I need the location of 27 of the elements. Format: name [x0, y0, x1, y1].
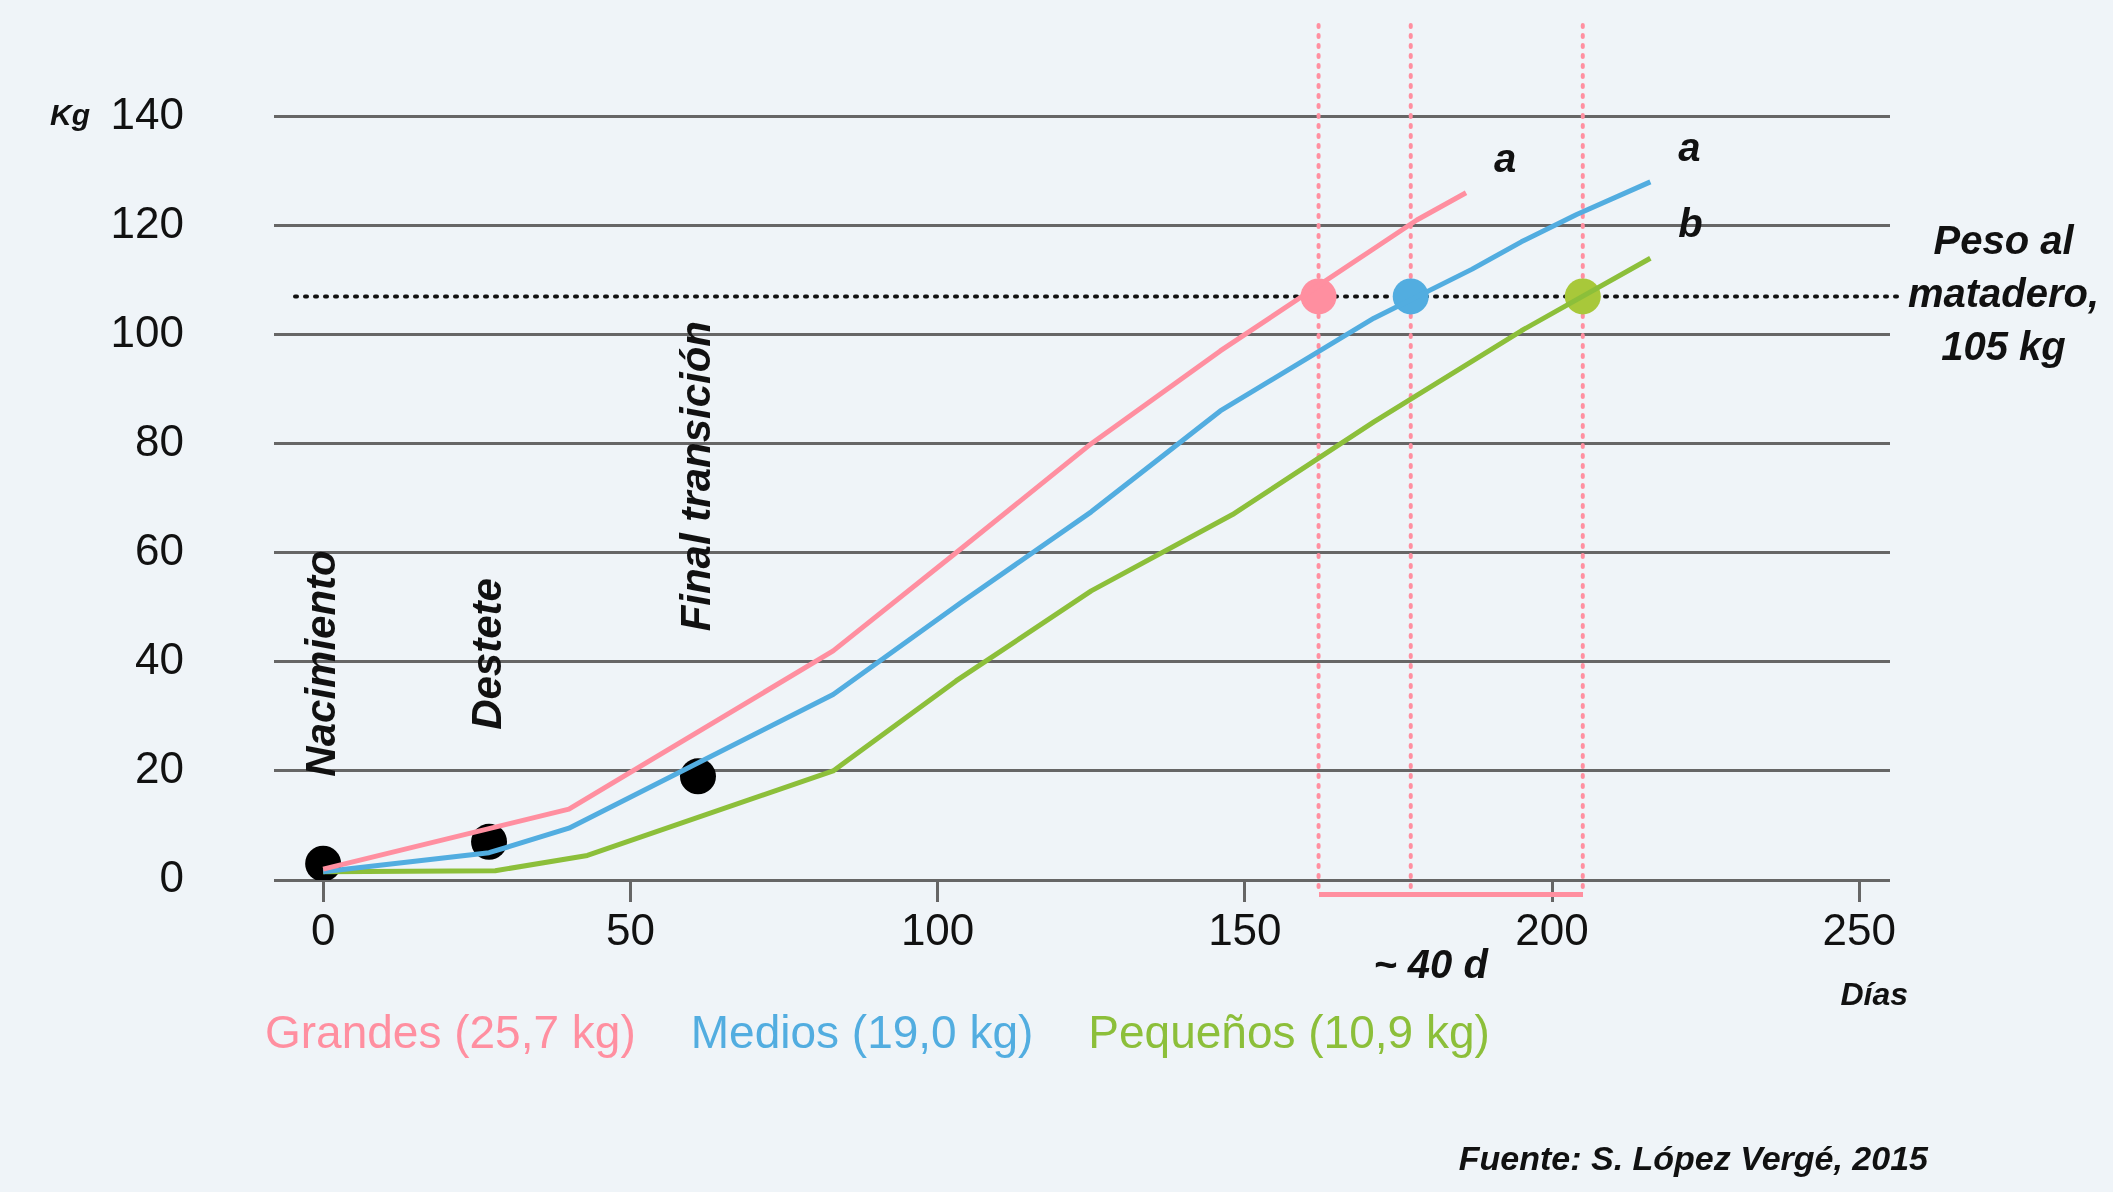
text: Grandes (25,7 kg) [265, 1005, 636, 1058]
y-axis-title: Kg [50, 97, 90, 131]
text: Medios (19,0 kg) [690, 1005, 1034, 1058]
x-tick-label: 200 [1515, 904, 1589, 954]
y-tick-label: 100 [110, 306, 184, 356]
y-tick-label: 0 [159, 852, 184, 902]
x-axis-title: Días [1840, 975, 1909, 1012]
text: ~ 40 d [1373, 942, 1488, 987]
x-tick-label: 250 [1822, 904, 1896, 954]
y-tick-label: 140 [110, 88, 184, 138]
annotation: a [1678, 124, 1701, 169]
y-tick-label: 40 [135, 633, 184, 683]
x-tick-label: 50 [605, 904, 655, 954]
annotation: Nacimiento [296, 550, 344, 777]
annotation: a [1494, 135, 1517, 180]
x-tick-label: 150 [1208, 904, 1282, 954]
y-tick-label: 60 [135, 524, 184, 574]
ref-line-label: Peso al matadero, 105 kg [1907, 218, 2100, 369]
annotation: Final transición [671, 320, 719, 632]
y-tick-label: 80 [135, 415, 184, 465]
source-note: Fuente: S. López Vergé, 2015 [1458, 1139, 1930, 1178]
y-tick-label: 20 [135, 743, 184, 793]
text: Pequeños (10,9 kg) [1088, 1005, 1490, 1058]
y-tick-label: 120 [110, 197, 184, 247]
x-tick-label: 100 [900, 904, 975, 954]
annotation: Destete [462, 578, 510, 730]
x-tick-label: 0 [310, 904, 336, 954]
